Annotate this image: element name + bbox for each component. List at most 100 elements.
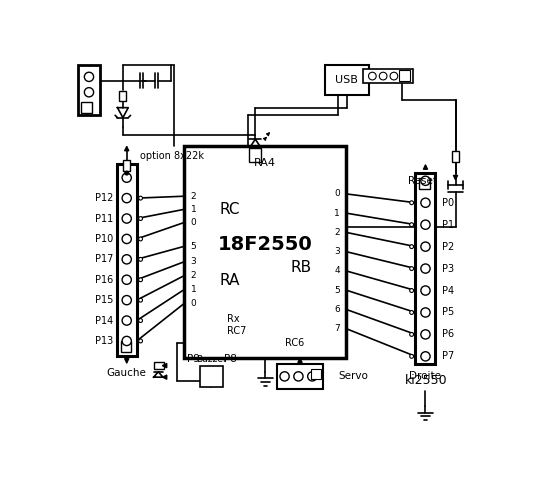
Text: 1: 1 — [191, 205, 196, 214]
Circle shape — [379, 72, 387, 80]
Text: 2: 2 — [335, 228, 340, 237]
Circle shape — [421, 264, 430, 273]
Circle shape — [85, 88, 93, 97]
Circle shape — [421, 220, 430, 229]
Circle shape — [401, 72, 409, 80]
Circle shape — [421, 176, 430, 185]
Bar — [123, 160, 130, 171]
Circle shape — [139, 216, 143, 220]
Circle shape — [307, 372, 317, 381]
Bar — [325, 65, 369, 95]
Bar — [200, 366, 223, 387]
Circle shape — [139, 278, 143, 282]
Bar — [154, 362, 164, 370]
Text: P7: P7 — [442, 351, 454, 361]
Text: 0: 0 — [191, 299, 196, 308]
Text: RA: RA — [219, 274, 239, 288]
Circle shape — [139, 319, 143, 323]
Text: 3: 3 — [191, 257, 196, 266]
Bar — [185, 146, 346, 358]
Bar — [117, 164, 137, 356]
Text: 7: 7 — [334, 324, 340, 333]
Circle shape — [410, 245, 414, 249]
Text: RA4: RA4 — [254, 158, 276, 168]
Circle shape — [390, 72, 398, 80]
Text: 2: 2 — [191, 192, 196, 201]
Circle shape — [139, 339, 143, 343]
Circle shape — [139, 237, 143, 241]
Bar — [363, 69, 413, 83]
Text: Rx: Rx — [227, 314, 239, 324]
Circle shape — [410, 333, 414, 336]
Text: P6: P6 — [442, 329, 454, 339]
Circle shape — [410, 201, 414, 204]
Text: RB: RB — [290, 260, 311, 275]
Circle shape — [122, 316, 132, 325]
Circle shape — [410, 223, 414, 227]
Text: USB: USB — [336, 75, 358, 85]
Text: P15: P15 — [95, 295, 113, 305]
Circle shape — [410, 354, 414, 358]
Circle shape — [122, 275, 132, 284]
Text: RC6: RC6 — [285, 337, 304, 348]
Text: Gauche: Gauche — [107, 368, 147, 378]
Text: 1: 1 — [334, 209, 340, 217]
Text: 4: 4 — [335, 266, 340, 276]
Circle shape — [421, 242, 430, 251]
Circle shape — [421, 352, 430, 361]
Text: P16: P16 — [95, 275, 113, 285]
Text: P3: P3 — [442, 264, 454, 274]
Circle shape — [139, 257, 143, 261]
Circle shape — [421, 308, 430, 317]
Bar — [78, 65, 100, 115]
Circle shape — [125, 171, 129, 175]
Circle shape — [122, 255, 132, 264]
Circle shape — [280, 372, 289, 381]
Text: P2: P2 — [442, 241, 454, 252]
Bar — [419, 178, 430, 189]
Text: P10: P10 — [95, 234, 113, 244]
Text: Buzzer: Buzzer — [196, 355, 227, 364]
Text: Servo: Servo — [338, 372, 368, 382]
Circle shape — [421, 198, 430, 207]
Text: 18F2550: 18F2550 — [218, 235, 312, 254]
Text: 0: 0 — [334, 190, 340, 198]
Bar — [399, 70, 410, 81]
Text: 1: 1 — [191, 285, 196, 294]
Bar — [277, 364, 323, 389]
Bar — [311, 369, 321, 379]
Text: P12: P12 — [95, 193, 113, 203]
Text: P11: P11 — [95, 214, 113, 224]
Bar — [415, 173, 436, 364]
Text: P4: P4 — [442, 286, 454, 296]
Text: 5: 5 — [334, 286, 340, 295]
Text: option 8x22k: option 8x22k — [140, 151, 204, 161]
Circle shape — [139, 298, 143, 302]
Bar — [119, 91, 126, 101]
Text: ki2550: ki2550 — [405, 374, 448, 387]
Text: RC7: RC7 — [227, 326, 246, 336]
Text: P9: P9 — [187, 354, 200, 364]
Circle shape — [122, 234, 132, 243]
Circle shape — [410, 311, 414, 314]
Circle shape — [122, 173, 132, 182]
Circle shape — [421, 330, 430, 339]
Text: P1: P1 — [442, 220, 454, 230]
Text: P5: P5 — [442, 308, 454, 317]
Circle shape — [294, 372, 303, 381]
Circle shape — [410, 288, 414, 292]
Circle shape — [122, 296, 132, 305]
Text: P0: P0 — [442, 198, 454, 208]
Text: Droite: Droite — [409, 372, 441, 382]
Bar — [121, 341, 132, 352]
Text: Reset: Reset — [408, 176, 437, 186]
Text: 6: 6 — [334, 305, 340, 314]
Text: P13: P13 — [95, 336, 113, 346]
Circle shape — [421, 286, 430, 295]
Text: P17: P17 — [95, 254, 113, 264]
Text: 2: 2 — [191, 271, 196, 280]
Circle shape — [122, 193, 132, 203]
Bar — [249, 148, 262, 162]
Circle shape — [85, 72, 93, 82]
Text: 3: 3 — [334, 247, 340, 256]
